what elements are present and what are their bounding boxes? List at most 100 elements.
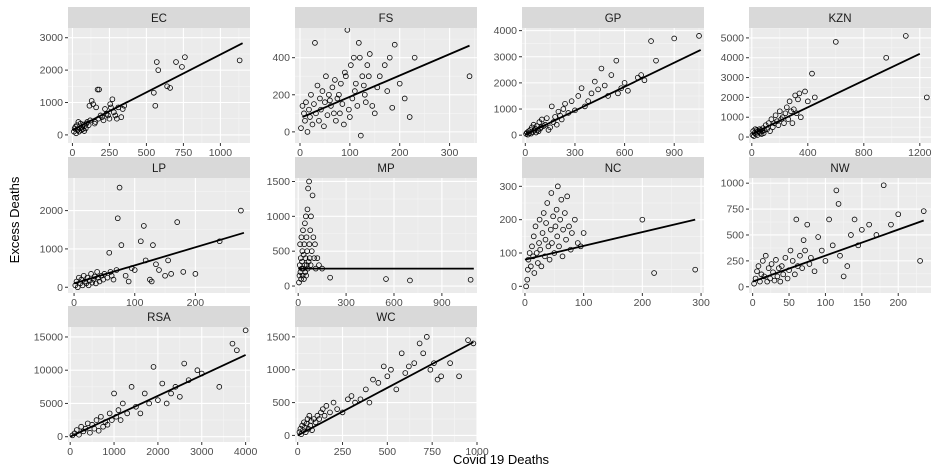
data-point [818,247,825,254]
y-tick-label: 15000 [34,331,63,343]
data-point [131,267,138,273]
data-point [531,270,538,276]
x-tick-label: 500 [379,446,397,458]
data-point [333,117,339,124]
data-point [304,206,311,213]
data-point [621,80,628,86]
data-point [829,242,836,249]
data-point [111,390,117,397]
data-point [359,73,366,80]
y-tick-label: 1500 [267,331,291,343]
data-point [304,262,310,268]
strip-background [749,157,931,178]
data-point [366,51,373,57]
panel-fs: FS 0 100 200 300 0 200 400 [272,7,477,159]
panel-background [295,327,477,442]
data-point [118,242,125,248]
strip-label: KZN [829,13,852,25]
data-point [615,90,621,97]
data-point [406,114,413,120]
data-points [298,28,473,139]
data-point [778,263,785,269]
data-point [866,221,872,228]
strip-label: FS [379,13,394,25]
data-point [789,258,796,264]
data-point [327,274,333,281]
data-point [173,59,179,65]
data-point [768,116,775,123]
data-point [319,88,326,94]
data-point [321,412,328,419]
data-point [569,230,575,236]
data-point [329,84,336,91]
y-axis-title: Excess Deaths [7,176,22,263]
data-point [100,117,107,124]
data-point [318,409,324,416]
data-point [236,57,243,64]
data-point [547,124,553,131]
data-point [312,241,318,248]
data-point [523,283,529,290]
panel-kzn: KZN 0 400 800 1200 0 1000 2000 3000 4000 5000 [721,7,932,159]
data-point [177,393,183,400]
data-point [692,266,698,273]
data-point [302,117,308,124]
data-point [314,255,321,261]
data-point [575,93,582,99]
data-point [167,85,173,91]
data-point [324,112,331,118]
data-point [780,271,787,278]
data-point [229,340,236,347]
data-point [777,278,784,285]
data-point [168,271,174,277]
data-point [301,262,308,268]
data-point [760,130,767,136]
data-point [917,258,923,264]
data-point [549,240,555,246]
x-tick-label: 500 [138,147,156,159]
y-tick-label: 0 [738,281,744,293]
data-point [638,72,644,78]
y-tick-label: 0 [511,130,517,142]
data-point [150,364,157,370]
data-point [381,62,388,68]
x-tick-label: 0 [70,147,76,159]
data-point [456,373,462,380]
data-point [311,255,317,261]
x-tick-label: 300 [441,147,459,159]
data-point [562,210,568,216]
data-point [416,340,423,347]
data-point [420,350,427,357]
data-point [790,106,797,113]
data-point [837,252,843,259]
data-point [162,272,168,279]
data-point [601,82,608,89]
x-tick-label: 100 [817,297,835,309]
data-point [356,40,362,46]
data-point [338,80,344,87]
y-tick-label: 1000 [267,364,291,376]
data-point [155,397,161,403]
data-point [799,265,805,271]
data-point [305,185,311,192]
regression-line [524,49,702,136]
x-tick-label: 4000 [234,446,258,458]
x-tick-label: 800 [855,147,873,159]
data-points [751,182,927,287]
y-tick-label: 200 [499,214,517,226]
data-point [92,119,99,125]
strip-label: EC [151,13,167,25]
gridlines [749,28,931,143]
x-tick-label: 750 [175,147,193,159]
data-point [104,421,111,428]
data-point [192,271,199,277]
data-point [364,62,371,68]
data-point [119,106,126,112]
data-point [141,223,147,229]
data-point [156,267,162,273]
data-point [578,85,585,91]
data-point [384,373,391,380]
data-point [562,100,568,107]
data-point [174,219,181,225]
